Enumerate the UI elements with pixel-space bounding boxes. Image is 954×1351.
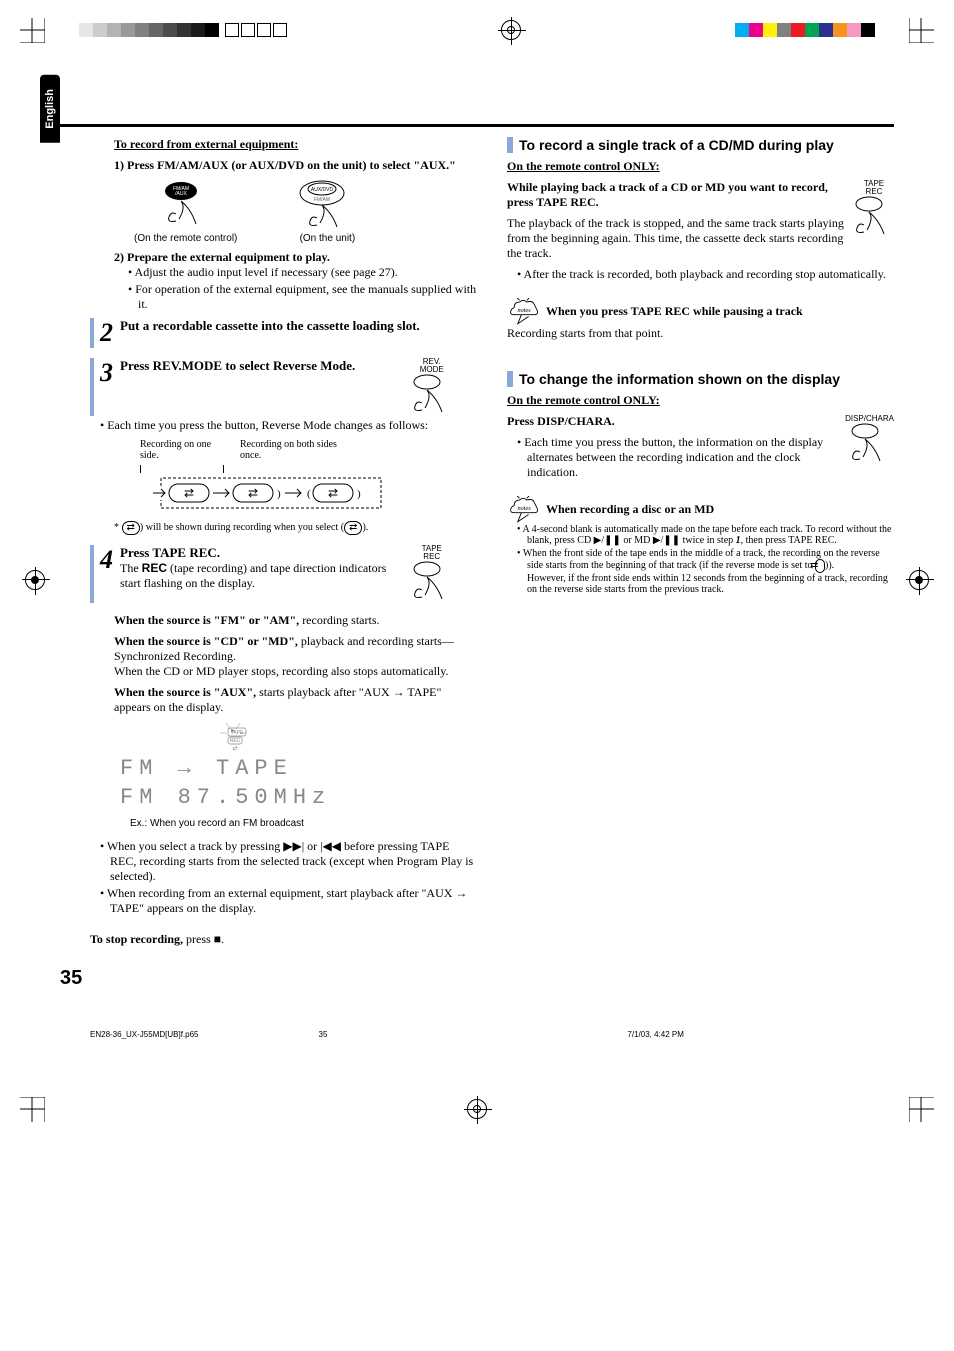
source-aux-note: When the source is "AUX", starts playbac…: [114, 685, 477, 715]
step-heading: Press TAPE REC.: [120, 545, 220, 560]
reg-color-bars: [735, 18, 934, 43]
ext-equipment-heading: To record from external equipment:: [114, 137, 477, 152]
stop-recording: To stop recording, press ■.: [90, 932, 477, 947]
unit-button-illustration: AUX/DVD FM/AM (On the unit): [297, 179, 357, 244]
svg-text:FM/AM: FM/AM: [314, 197, 330, 203]
tape-rec-button-icon: TAPEREC: [854, 180, 894, 238]
page-content: To record from external equipment: 1) Pr…: [0, 60, 954, 1079]
lcd-line: FM → TAPE: [120, 755, 477, 784]
footer-timestamp: 7/1/03, 4:42 PM: [627, 1030, 683, 1039]
body-text: The playback of the track is stopped, an…: [507, 216, 894, 261]
rev-mode-button-icon: REV.MODE: [412, 358, 452, 416]
reg-gray-bars: [20, 18, 287, 43]
source-cd-note: When the source is "CD" or "MD", playbac…: [114, 634, 477, 679]
substep-text: Press FM/AM/AUX (or AUX/DVD on the unit)…: [127, 158, 456, 172]
tape-rec-button-icon: TAPEREC: [412, 545, 452, 603]
instruction: Press DISP/CHARA.: [507, 414, 615, 428]
corner-mark-icon: [20, 18, 45, 43]
registration-top: [0, 0, 954, 60]
notes-block: notes When recording a disc or an MD: [507, 496, 894, 524]
svg-text:⇄: ⇄: [232, 745, 237, 751]
svg-text:⇄: ⇄: [184, 486, 194, 500]
right-column: To record a single track of a CD/MD duri…: [507, 137, 894, 947]
step-heading: Put a recordable cassette into the casse…: [120, 318, 452, 334]
top-rule: [60, 124, 894, 127]
reverse-mode-flow-diagram: ⇄ ⇄ ) ( ⇄ ): [140, 473, 477, 515]
step-heading: Press REV.MODE to select Reverse Mode.: [120, 358, 355, 373]
corner-mark-icon: [909, 1097, 934, 1122]
svg-text:/AUX: /AUX: [175, 191, 187, 197]
instruction: While playing back a track of a CD or MD…: [507, 180, 828, 209]
corner-mark-icon: [20, 1097, 45, 1122]
note-heading: When recording a disc or an MD: [546, 502, 714, 516]
svg-text:REC: REC: [230, 738, 241, 744]
lcd-caption: Ex.: When you record an FM broadcast: [130, 818, 477, 829]
caption-remote: (On the remote control): [134, 233, 237, 244]
remote-button-illustration: FM/AM /AUX (On the remote control): [134, 179, 237, 244]
section-heading: To change the information shown on the d…: [507, 371, 894, 387]
bullet: When you select a track by pressing ▶▶| …: [100, 839, 477, 884]
section-heading: To record a single track of a CD/MD duri…: [507, 137, 894, 153]
bullet: Each time you press the button, Reverse …: [100, 418, 477, 433]
bullet: Adjust the audio input level if necessar…: [128, 265, 477, 280]
notes-block: notes When you press TAPE REC while paus…: [507, 298, 894, 326]
svg-text:⇄: ⇄: [328, 486, 338, 500]
bullet: Each time you press the button, the info…: [517, 435, 894, 480]
svg-text:TAPE: TAPE: [231, 730, 244, 736]
step-number: 2: [100, 318, 113, 348]
svg-text:): ): [357, 488, 361, 500]
substep-num: 2): [114, 250, 124, 264]
bullet: When recording from an external equipmen…: [100, 886, 477, 916]
bullet: When the front side of the tape ends in …: [517, 548, 894, 595]
subheading: On the remote control ONLY:: [507, 159, 894, 174]
svg-text:AUX/DVD: AUX/DVD: [311, 187, 334, 193]
note-heading: When you press TAPE REC while pausing a …: [546, 304, 803, 318]
subheading: On the remote control ONLY:: [507, 393, 894, 408]
corner-mark-icon: [909, 18, 934, 43]
step-body: The REC (tape recording) and tape direct…: [120, 561, 386, 590]
footer-metadata: EN28-36_UX-J55MD[UB]f.p65 35 7/1/03, 4:4…: [60, 1030, 894, 1039]
footer-filename: EN28-36_UX-J55MD[UB]f.p65: [90, 1030, 199, 1039]
caption-unit: (On the unit): [297, 233, 357, 244]
svg-text:(: (: [307, 488, 311, 500]
note-body: Recording starts from that point.: [507, 326, 894, 341]
svg-text:notes: notes: [517, 505, 531, 512]
reverse-mode-flow: [140, 465, 477, 473]
svg-text:): ): [277, 488, 281, 500]
registration-bottom: [0, 1079, 954, 1139]
svg-text:notes: notes: [517, 307, 531, 314]
reg-center-icon: [501, 20, 521, 40]
bullet: For operation of the external equipment,…: [128, 282, 477, 312]
step-number: 3: [100, 358, 113, 388]
svg-text:⇄: ⇄: [248, 486, 258, 500]
flow-footnote: * ⇄) will be shown during recording when…: [114, 521, 477, 535]
page-number: 35: [60, 967, 894, 990]
flow-labels: Recording on one side. Recording on both…: [140, 439, 477, 461]
lcd-line: FM 87.50MHz: [120, 784, 477, 813]
lcd-display-example: ▶ TAPE REC ⇄ FM → TAPE FM 87.50MHz Ex.: …: [120, 721, 477, 829]
notes-icon: notes: [507, 298, 543, 326]
source-fm-note: When the source is "FM" or "AM", recordi…: [114, 613, 477, 628]
bullet: After the track is recorded, both playba…: [517, 267, 894, 282]
left-column: To record from external equipment: 1) Pr…: [60, 137, 477, 947]
substep-text: Prepare the external equipment to play.: [127, 250, 330, 264]
substep-num: 1): [114, 158, 124, 172]
footer-pagenum: 35: [319, 1030, 328, 1039]
bullet: A 4-second blank is automatically made o…: [517, 524, 894, 546]
step-number: 4: [100, 545, 113, 575]
disp-chara-button-icon: DISP/CHARA: [845, 414, 894, 465]
reg-center-icon: [467, 1099, 487, 1119]
notes-icon: notes: [507, 496, 543, 524]
